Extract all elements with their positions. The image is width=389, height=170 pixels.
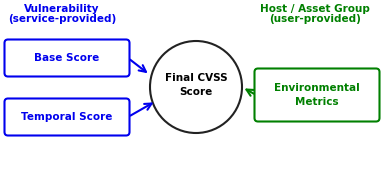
FancyBboxPatch shape bbox=[5, 39, 130, 76]
Text: Environmental
Metrics: Environmental Metrics bbox=[274, 83, 360, 107]
Text: (user-provided): (user-provided) bbox=[269, 14, 361, 24]
Text: Base Score: Base Score bbox=[34, 53, 100, 63]
FancyBboxPatch shape bbox=[254, 69, 380, 122]
Text: Temporal Score: Temporal Score bbox=[21, 112, 113, 122]
Text: Final CVSS
Score: Final CVSS Score bbox=[165, 73, 227, 97]
Text: Host / Asset Group: Host / Asset Group bbox=[260, 4, 370, 14]
Circle shape bbox=[150, 41, 242, 133]
FancyBboxPatch shape bbox=[5, 98, 130, 135]
Text: (service-provided): (service-provided) bbox=[8, 14, 116, 24]
Text: Vulnerability: Vulnerability bbox=[24, 4, 100, 14]
